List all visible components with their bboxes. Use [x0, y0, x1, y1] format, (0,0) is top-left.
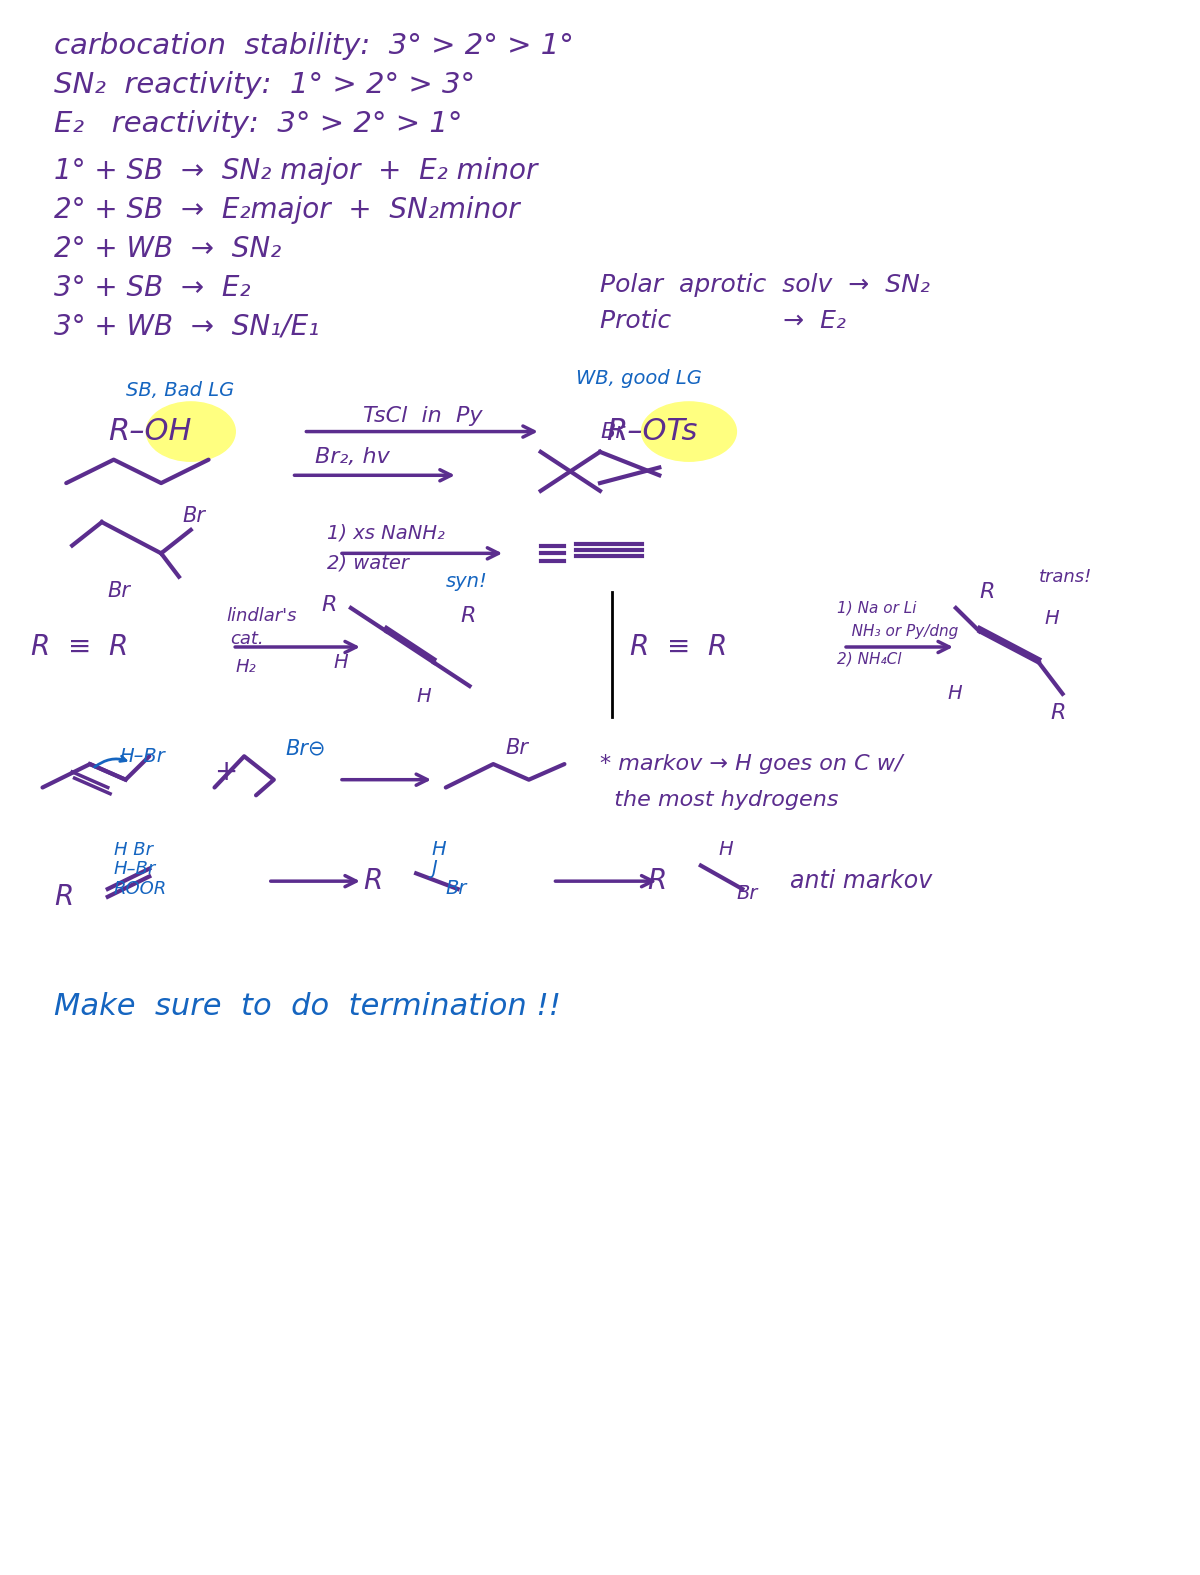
Text: SB, Bad LG: SB, Bad LG [126, 381, 234, 400]
Text: SN₂  reactivity:  1° > 2° > 3°: SN₂ reactivity: 1° > 2° > 3° [54, 71, 475, 99]
Text: H: H [334, 654, 348, 673]
Text: R: R [648, 868, 667, 895]
Text: 1° + SB  →  SN₂ major  +  E₂ minor: 1° + SB → SN₂ major + E₂ minor [54, 158, 538, 184]
Text: Br⊖: Br⊖ [286, 739, 326, 759]
Text: H: H [719, 841, 733, 860]
Text: 3° + WB  →  SN₁/E₁: 3° + WB → SN₁/E₁ [54, 313, 319, 340]
Text: Make  sure  to  do  termination !!: Make sure to do termination !! [54, 992, 562, 1021]
Ellipse shape [146, 402, 235, 461]
Text: J: J [432, 860, 437, 879]
Text: Br₂, hv: Br₂, hv [316, 447, 390, 466]
Text: 1) xs NaNH₂: 1) xs NaNH₂ [328, 523, 445, 542]
Text: cat.: cat. [230, 630, 264, 649]
Text: H₂: H₂ [236, 658, 257, 676]
Text: Polar  aprotic  solv  →  SN₂: Polar aprotic solv → SN₂ [600, 272, 930, 296]
Text: TsCl  in  Py: TsCl in Py [362, 406, 482, 425]
Text: anti markov: anti markov [790, 869, 932, 893]
Text: ROOR: ROOR [114, 880, 167, 898]
Text: R: R [1051, 702, 1067, 723]
Text: R–OTs: R–OTs [606, 417, 697, 446]
Text: 2) NH₄Cl: 2) NH₄Cl [838, 652, 901, 666]
Text: R  ≡  R: R ≡ R [630, 633, 727, 662]
Text: H–Br: H–Br [114, 860, 156, 877]
Text: 2) water: 2) water [328, 553, 409, 572]
Text: H: H [948, 684, 962, 704]
Text: lindlar's: lindlar's [227, 606, 296, 625]
Text: R  ≡  R: R ≡ R [31, 633, 128, 662]
Text: * markov → H goes on C w/: * markov → H goes on C w/ [600, 754, 902, 773]
Text: +: + [215, 758, 238, 786]
Text: E₂   reactivity:  3° > 2° > 1°: E₂ reactivity: 3° > 2° > 1° [54, 110, 463, 139]
Ellipse shape [642, 402, 737, 461]
Text: syn!: syn! [446, 572, 487, 591]
Text: R: R [322, 595, 337, 614]
Text: Br: Br [737, 884, 757, 902]
Text: H: H [416, 687, 431, 707]
Text: Br: Br [446, 879, 467, 898]
Text: 1) Na or Li: 1) Na or Li [838, 600, 917, 616]
Text: 2° + WB  →  SN₂: 2° + WB → SN₂ [54, 235, 282, 263]
Text: Br: Br [182, 506, 205, 526]
Text: 3° + SB  →  E₂: 3° + SB → E₂ [54, 274, 251, 302]
Text: WB, good LG: WB, good LG [576, 369, 702, 387]
Text: 2° + SB  →  E₂major  +  SN₂minor: 2° + SB → E₂major + SN₂minor [54, 195, 520, 224]
Text: R: R [460, 606, 475, 625]
Text: Protic              →  E₂: Protic → E₂ [600, 309, 846, 332]
Text: H: H [432, 841, 446, 860]
Text: H: H [1045, 610, 1060, 628]
Text: R: R [362, 868, 382, 895]
Text: Br: Br [600, 422, 624, 441]
Text: H–Br: H–Br [120, 747, 166, 765]
Text: Br: Br [505, 739, 528, 759]
Text: Br: Br [108, 581, 131, 600]
Text: the most hydrogens: the most hydrogens [600, 791, 839, 810]
Text: R: R [54, 882, 73, 910]
Text: carbocation  stability:  3° > 2° > 1°: carbocation stability: 3° > 2° > 1° [54, 32, 575, 60]
Text: R: R [979, 583, 995, 602]
Text: R–OH: R–OH [108, 417, 191, 446]
Text: NH₃ or Py/dng: NH₃ or Py/dng [838, 624, 959, 639]
Text: trans!: trans! [1039, 567, 1092, 586]
Text: H Br: H Br [114, 841, 152, 858]
